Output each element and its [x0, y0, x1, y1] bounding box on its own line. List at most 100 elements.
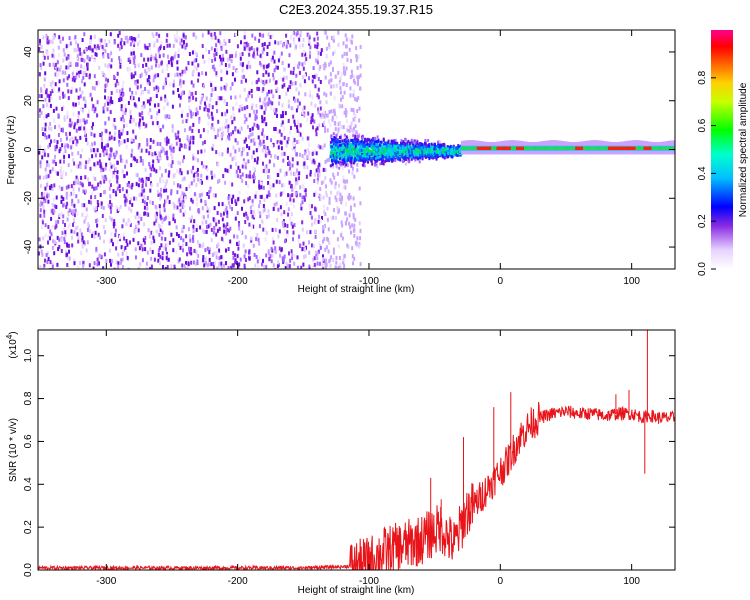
heat-cell: [110, 217, 113, 222]
heat-cell: [190, 247, 192, 251]
heat-cell: [169, 145, 172, 150]
heat-cell: [356, 75, 359, 80]
heat-cell: [289, 201, 292, 206]
heat-cell: [265, 95, 268, 100]
heat-cell: [295, 32, 298, 37]
heat-cell: [231, 263, 234, 268]
heat-cell: [300, 203, 302, 207]
heat-cell: [168, 240, 171, 245]
heat-cell: [137, 267, 140, 269]
heat-cell: [345, 150, 348, 153]
heat-cell: [61, 107, 64, 111]
heat-cell: [147, 111, 150, 116]
heat-cell: [181, 119, 184, 124]
heat-cell: [60, 238, 63, 242]
heat-cell: [77, 111, 80, 116]
heat-cell: [443, 153, 446, 157]
heat-cell: [365, 144, 368, 148]
heat-cell: [46, 93, 49, 98]
heat-cell: [322, 167, 325, 172]
heat-cell: [329, 60, 332, 65]
heat-cell: [249, 128, 252, 132]
heat-cell: [389, 153, 392, 156]
heat-cell: [252, 179, 255, 184]
heat-cell: [190, 260, 193, 265]
heat-cell: [265, 231, 268, 235]
heat-cell: [199, 179, 202, 184]
heat-cell: [145, 197, 148, 202]
heat-cell: [302, 66, 305, 71]
heat-cell: [54, 125, 57, 130]
heat-cell: [181, 191, 184, 196]
heat-cell: [119, 94, 122, 98]
heat-cell: [43, 148, 46, 153]
heat-cell: [177, 48, 180, 53]
heat-cell: [281, 84, 284, 89]
heat-cell: [183, 264, 186, 268]
heat-cell: [63, 52, 66, 57]
heat-cell: [333, 151, 336, 155]
heat-cell: [108, 167, 111, 172]
heat-cell: [185, 242, 188, 247]
heat-cell: [248, 196, 251, 201]
heat-cell: [109, 110, 112, 115]
heat-cell: [250, 138, 253, 143]
heat-cell: [250, 88, 253, 93]
heat-cell: [394, 152, 397, 156]
heat-cell: [102, 52, 105, 57]
heat-cell: [252, 174, 255, 179]
heat-cell: [146, 196, 149, 200]
heat-cell: [166, 43, 169, 48]
heat-cell: [48, 94, 51, 99]
heat-cell: [216, 109, 219, 114]
heat-cell: [326, 113, 329, 118]
heat-cell: [157, 248, 160, 253]
heat-cell: [170, 151, 173, 156]
heat-cell: [64, 233, 67, 238]
heat-cell: [276, 264, 279, 269]
heat-cell: [389, 144, 392, 148]
heat-cell: [340, 220, 343, 225]
heat-cell: [410, 155, 412, 159]
heat-cell: [356, 149, 359, 153]
heat-cell: [102, 175, 105, 180]
heat-cell: [110, 96, 113, 101]
heat-cell: [264, 237, 267, 242]
heat-cell: [339, 90, 342, 95]
heat-cell: [153, 257, 156, 262]
heat-cell: [116, 71, 119, 76]
heat-cell: [312, 257, 314, 262]
heat-cell: [107, 78, 109, 83]
heat-cell: [96, 148, 99, 153]
heat-cell: [202, 230, 205, 235]
heat-cell: [356, 168, 359, 173]
heat-cell: [225, 261, 227, 266]
heat-cell: [220, 236, 223, 241]
heat-cell: [427, 139, 430, 142]
heat-cell: [132, 237, 135, 242]
heat-cell: [178, 147, 181, 152]
heat-cell: [74, 102, 77, 107]
heat-cell: [289, 181, 292, 186]
heat-cell: [235, 169, 238, 174]
heat-cell: [202, 242, 205, 247]
heat-cell: [180, 171, 183, 176]
heat-cell: [408, 153, 411, 157]
heat-cell: [316, 44, 319, 49]
heat-cell: [89, 46, 92, 51]
heat-cell: [94, 153, 97, 158]
heat-cell: [122, 110, 125, 114]
heat-cell: [68, 193, 71, 198]
heat-cell: [105, 151, 108, 156]
heat-cell: [228, 63, 231, 68]
heat-cell: [140, 92, 143, 96]
heat-cell: [73, 181, 76, 186]
heat-cell: [257, 125, 260, 130]
heat-cell: [153, 239, 156, 244]
heat-cell: [308, 76, 310, 81]
heat-cell: [92, 104, 95, 109]
heat-cell: [114, 167, 117, 171]
heat-cell: [69, 138, 72, 143]
heat-cell: [69, 123, 72, 128]
heat-cell: [137, 241, 140, 246]
